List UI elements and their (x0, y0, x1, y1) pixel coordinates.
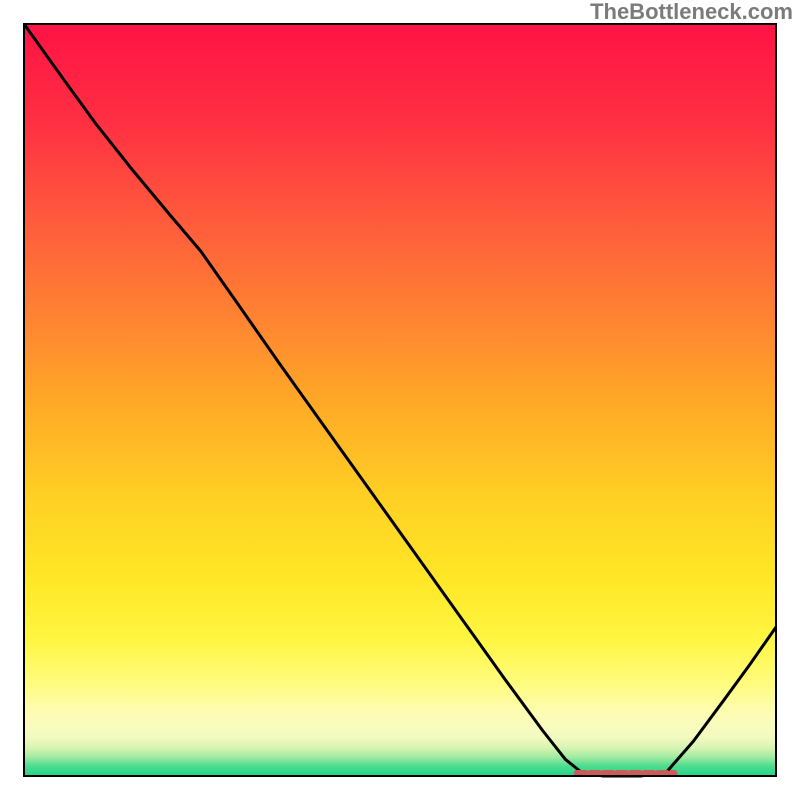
chart-svg: TheBottleneck.com (0, 0, 800, 800)
chart-root: TheBottleneck.com (0, 0, 800, 800)
plot-background (24, 24, 776, 776)
watermark-text: TheBottleneck.com (590, 0, 793, 24)
